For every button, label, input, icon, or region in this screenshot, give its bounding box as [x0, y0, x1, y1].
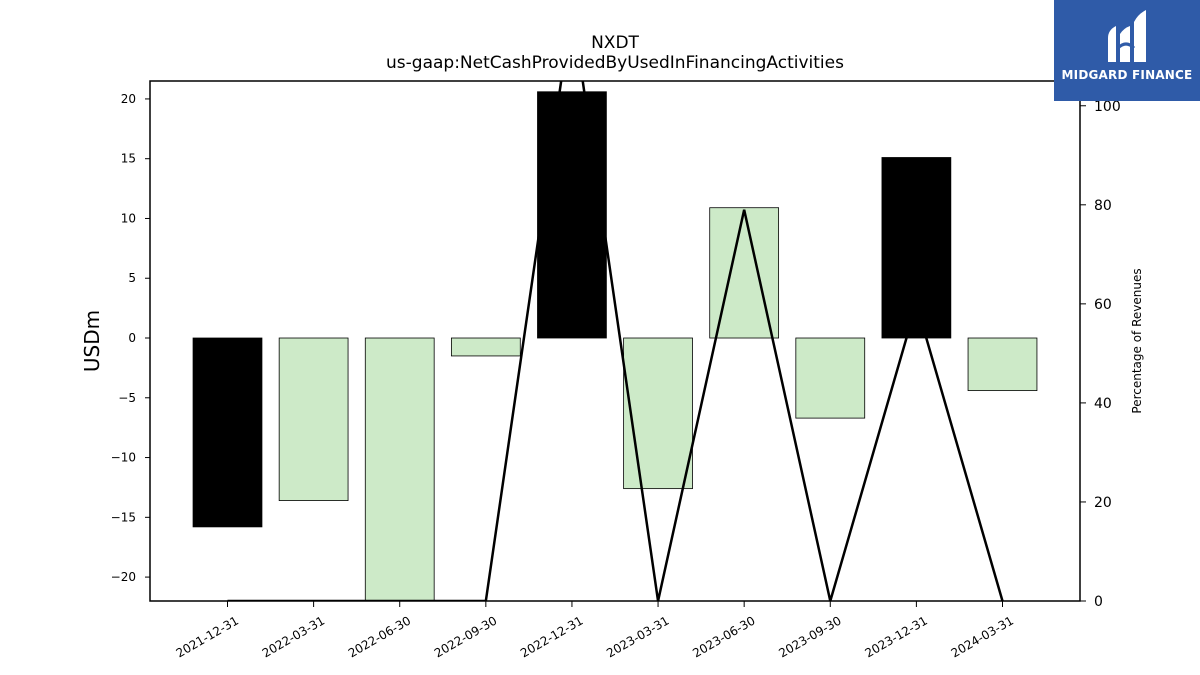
y-axis-label: USDm: [80, 310, 104, 372]
y-right-tick-label: 0: [1094, 594, 1103, 610]
x-tick-label: 2022-03-31: [260, 613, 327, 660]
y-right-tick-label: 20: [1094, 495, 1112, 511]
y-tick-label: 5: [128, 271, 136, 285]
series-line: [227, 81, 1004, 601]
y-tick-label: −20: [111, 570, 136, 584]
logo-mark-icon: [1108, 10, 1146, 62]
y-tick-label: −5: [118, 391, 136, 405]
brand-logo: MIDGARD FINANCE: [1054, 0, 1200, 101]
bar-2022-03-31: [278, 337, 349, 501]
bar-2021-12-31: [192, 337, 263, 528]
plot-frame: [149, 80, 1081, 602]
x-tick-label: 2021-12-31: [174, 613, 241, 660]
y-right-tick-label: 40: [1094, 396, 1112, 412]
y-right-tick-label: 60: [1094, 297, 1112, 313]
y-right-tick-label: 80: [1094, 198, 1112, 214]
x-tick-label: 2023-03-31: [604, 613, 671, 660]
plot-area: −20 −15 −10 −5 0 5 10 15 20 0 20 40 60 80 100 2021-12-3…: [111, 80, 1121, 660]
y-tick-label: −10: [111, 451, 136, 465]
chart-title: NXDT: [591, 33, 639, 53]
bar-2022-12-31: [537, 91, 607, 339]
logo-text: MIDGARD FINANCE: [1061, 68, 1193, 82]
x-tick-label: 2022-09-30: [432, 613, 499, 660]
y-axis-right-label: Percentage of Revenues: [1130, 268, 1144, 413]
bar-2023-03-31: [623, 337, 693, 490]
x-tick-label: 2022-06-30: [346, 613, 413, 660]
chart-subtitle: us-gaap:NetCashProvidedByUsedInFinancing…: [386, 53, 844, 73]
bar-2022-06-30: [364, 337, 435, 601]
bar-2023-09-30: [795, 337, 866, 419]
x-tick-label: 2024-03-31: [949, 613, 1016, 660]
y-tick-label: 10: [121, 211, 136, 225]
bar-2024-03-31: [967, 337, 1038, 392]
x-tick-label: 2022-12-31: [518, 613, 585, 660]
x-tick-label: 2023-09-30: [776, 613, 843, 660]
x-tick-label: 2023-06-30: [690, 613, 757, 660]
x-tick-label: 2023-12-31: [862, 613, 929, 660]
y-tick-label: 20: [121, 92, 136, 106]
bar-2023-12-31: [881, 157, 952, 339]
y-tick-label: 15: [121, 152, 136, 166]
y-tick-label: −15: [111, 510, 136, 524]
bar-2022-09-30: [450, 337, 521, 357]
y-right-tick-label: 100: [1094, 99, 1121, 115]
y-tick-label: 0: [128, 331, 136, 345]
